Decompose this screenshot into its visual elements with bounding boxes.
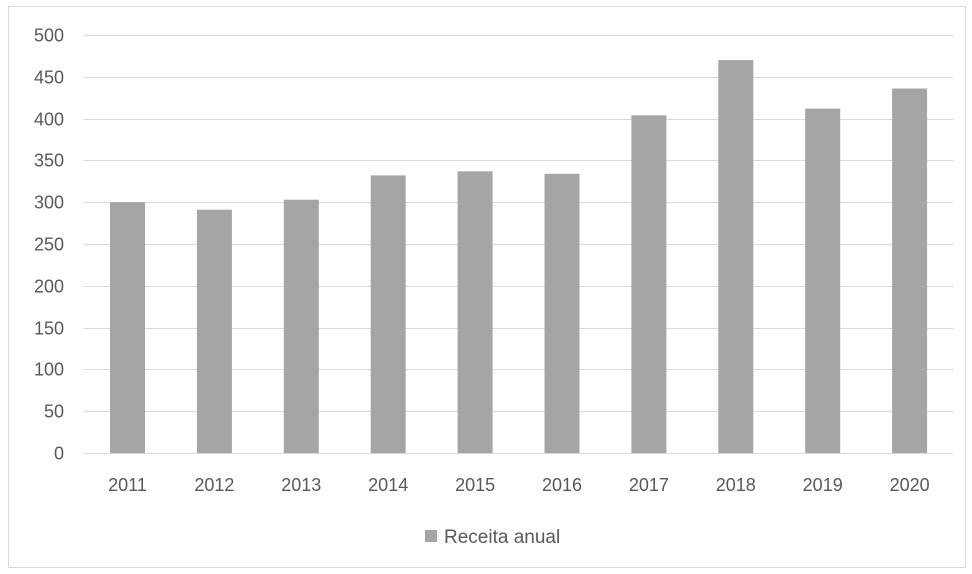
x-tick-label-2012: 2012 [194,475,234,495]
bar-2018 [718,60,754,453]
bars [110,60,928,454]
y-tick-label-350: 350 [34,151,64,171]
bar-2012 [196,209,232,453]
bar-2020 [892,88,928,453]
x-tick-label-2015: 2015 [455,475,495,495]
x-tick-label-2019: 2019 [803,475,843,495]
x-tick-label-2014: 2014 [368,475,408,495]
y-tick-label-150: 150 [34,319,64,339]
x-tick-label-2013: 2013 [281,475,321,495]
bar-2014 [370,175,406,453]
bar-2011 [110,202,145,453]
bar-2013 [283,199,319,453]
y-tick-label-250: 250 [34,235,64,255]
y-tick-label-500: 500 [34,26,64,46]
bar-2015 [457,171,493,454]
x-tick-label-2020: 2020 [890,475,930,495]
bar-2017 [631,115,667,454]
y-tick-label-300: 300 [34,193,64,213]
y-tick-label-50: 50 [44,402,64,422]
y-tick-label-100: 100 [34,360,64,380]
bar-2016 [544,173,580,454]
x-axis-tick-labels: 2011 2012 2013 2014 2015 2016 2017 2018 2019 2020 [108,475,929,495]
y-tick-label-400: 400 [34,110,64,130]
legend-label: Receita anual [444,527,560,548]
y-axis-tick-labels: 0 50 100 150 200 250 300 350 400 450 500 [34,26,64,464]
x-tick-label-2018: 2018 [716,475,756,495]
bar-2019 [805,108,841,453]
legend: Receita anual [425,527,560,548]
y-tick-label-0: 0 [54,444,64,464]
x-tick-label-2011: 2011 [108,475,147,495]
y-tick-label-200: 200 [34,277,64,297]
x-tick-label-2016: 2016 [542,475,582,495]
x-tick-label-2017: 2017 [629,475,669,495]
legend-swatch [425,530,437,542]
y-tick-label-450: 450 [34,68,64,88]
